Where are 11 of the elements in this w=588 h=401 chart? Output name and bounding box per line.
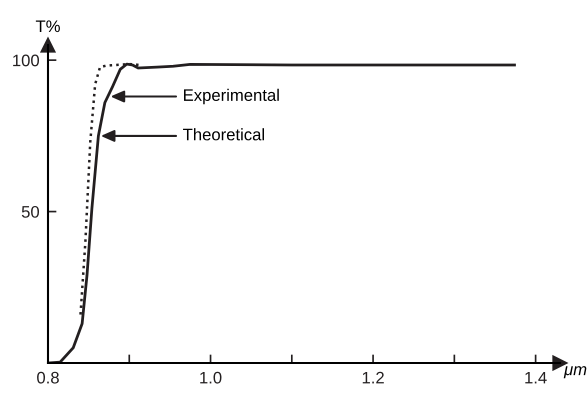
- y-tick-label: 100: [13, 54, 40, 66]
- x-tick-label: 0.8: [37, 372, 59, 384]
- line-series: [48, 62, 516, 363]
- x-tick-label: 1.2: [362, 372, 384, 384]
- annotation: Experimental: [184, 88, 279, 104]
- annotation: Theoretical: [183, 128, 264, 140]
- x-tick-label: 1.4: [525, 372, 547, 384]
- y-axis-title: T%: [36, 20, 60, 32]
- y-tick-label: 50: [22, 206, 40, 218]
- x-axis-title: μm: [564, 366, 586, 378]
- x-tick-label: 1.0: [200, 372, 222, 384]
